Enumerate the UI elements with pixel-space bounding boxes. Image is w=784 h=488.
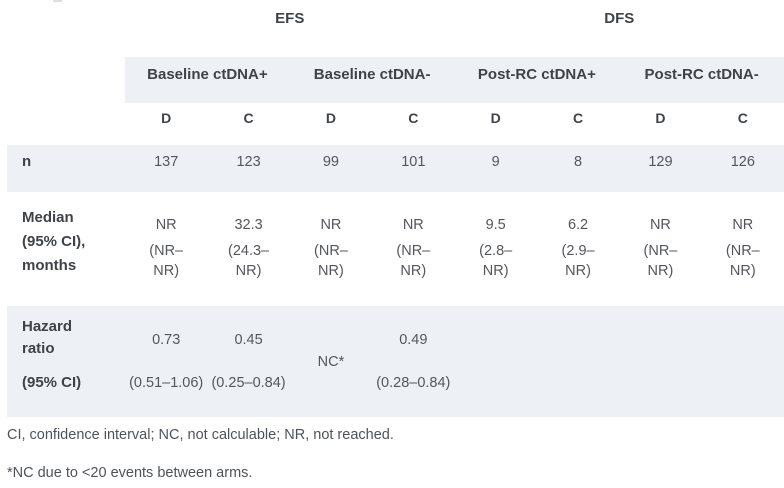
group-header-baseline-ctdna-pos: Baseline ctDNA+: [125, 57, 290, 103]
n-value: 137: [154, 154, 179, 170]
row-label-n: n: [22, 153, 32, 170]
hazard-cell-postrc-ctdna-neg: 0.49 (0.28–0.84): [376, 332, 451, 391]
median-cell: 6.2 (2.9–NR): [561, 217, 595, 279]
arm-header: C: [408, 110, 419, 126]
group-header-baseline-ctdna-neg: Baseline ctDNA-: [289, 57, 455, 103]
median-row: Median (95% CI), months NR (NR–NR) 32.3 …: [0, 192, 784, 306]
n-row: n 137 123 99 101 9 8 129 126: [7, 145, 784, 192]
hazard-ratio-row: Hazard ratio (95% CI) 0.73 (0.51–1.06) 0…: [7, 306, 784, 417]
n-value: 123: [236, 154, 261, 170]
n-value: 9: [491, 154, 500, 170]
arm-header: D: [161, 110, 172, 126]
arm-header: C: [737, 110, 748, 126]
arm-header: D: [655, 110, 666, 126]
group-header-row: Baseline ctDNA+ Baseline ctDNA- Post-RC …: [0, 57, 784, 103]
hazard-cell-postrc-ctdna-pos: NC*: [317, 353, 345, 370]
hazard-cell-baseline-ctdna-pos: 0.73 (0.51–1.06): [129, 332, 204, 391]
n-value: 126: [730, 154, 755, 170]
hazard-cell-baseline-ctdna-neg: 0.45 (0.25–0.84): [211, 332, 286, 391]
n-value: 8: [574, 154, 583, 170]
footnote-abbreviations: CI, confidence interval; NC, not calcula…: [7, 427, 394, 443]
footnote-nc-explanation: *NC due to <20 events between arms.: [7, 465, 253, 481]
median-cell: NR (NR–NR): [314, 217, 348, 279]
section-header-row: EFS DFS: [0, 0, 784, 57]
median-cell: NR (NR–NR): [149, 217, 184, 279]
spacer-cell: [0, 103, 125, 145]
section-header-efs: EFS: [275, 10, 305, 27]
spacer-cell: [0, 0, 125, 57]
group-header-postrc-ctdna-pos: Post-RC ctDNA+: [454, 57, 620, 103]
median-cell: 32.3 (24.3–NR): [228, 217, 270, 279]
arm-header-row: D C D C D C D C: [0, 103, 784, 145]
section-header-dfs: DFS: [604, 10, 635, 27]
arm-header: C: [243, 110, 254, 126]
median-cell: NR (NR–NR): [643, 217, 678, 279]
median-cell: NR (NR–NR): [725, 217, 760, 279]
group-header-postrc-ctdna-neg: Post-RC ctDNA-: [619, 57, 784, 103]
arm-header: C: [573, 110, 584, 126]
arm-header: D: [325, 110, 336, 126]
spacer-cell: [0, 57, 125, 103]
row-label-hazard-ratio: Hazard ratio (95% CI): [22, 318, 82, 391]
n-value: 101: [401, 154, 426, 170]
crop-artifact: [53, 0, 62, 2]
median-cell: NR (NR–NR): [396, 217, 431, 279]
n-value: 99: [322, 154, 339, 170]
row-label-median: Median (95% CI), months: [22, 209, 86, 274]
median-cell: 9.5 (2.8–NR): [479, 217, 513, 279]
arm-header: D: [490, 110, 501, 126]
n-value: 129: [648, 154, 673, 170]
